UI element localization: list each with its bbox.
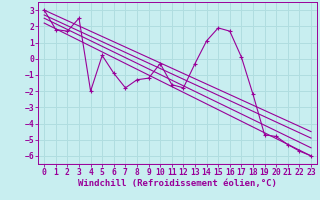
X-axis label: Windchill (Refroidissement éolien,°C): Windchill (Refroidissement éolien,°C)	[78, 179, 277, 188]
